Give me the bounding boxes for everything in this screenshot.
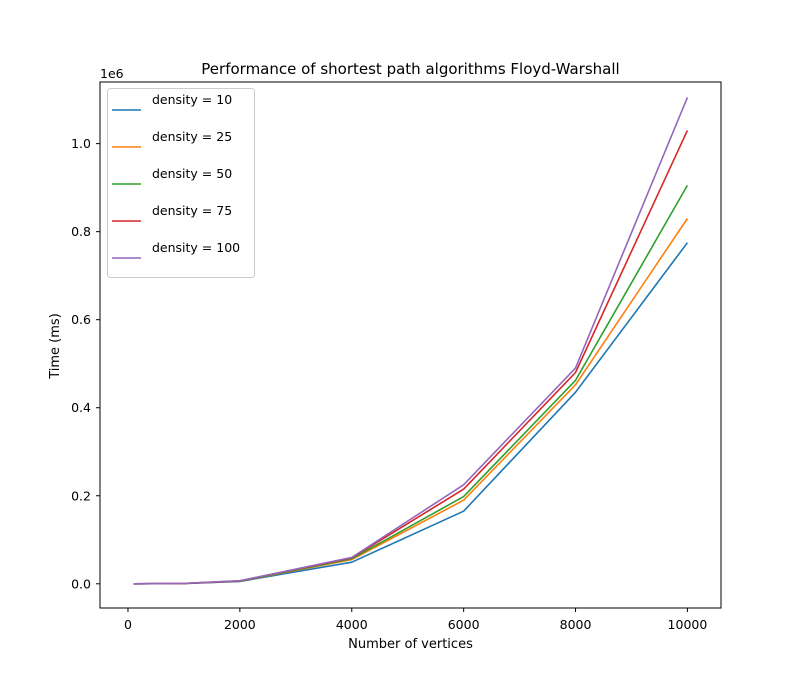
x-tick-label-4: 8000 bbox=[560, 617, 592, 632]
legend-box bbox=[107, 88, 255, 278]
x-tick-label-5: 10000 bbox=[668, 617, 708, 632]
axes-layer: 0 2000 4000 6000 8000 10000 0.0 0.2 0.4 0.6 0.8 1.0 bbox=[71, 81, 722, 632]
legend: density = 10 density = 25 density = 50 dens… bbox=[107, 88, 255, 278]
y-axis-label: Time (ms) bbox=[48, 313, 63, 380]
plot-frame bbox=[99, 81, 722, 609]
legend-label-1: density = 10 bbox=[152, 92, 232, 107]
y-tick-label-3: 0.6 bbox=[71, 312, 91, 327]
legend-label-3: density = 50 bbox=[152, 166, 232, 181]
x-tick-label-0: 0 bbox=[124, 617, 132, 632]
y-tick-label-1: 0.2 bbox=[71, 488, 91, 503]
legend-label-2: density = 25 bbox=[152, 129, 232, 144]
y-tick-label-5: 1.0 bbox=[71, 136, 91, 151]
legend-label-4: density = 75 bbox=[152, 203, 232, 218]
x-tick-label-3: 6000 bbox=[448, 617, 480, 632]
x-tick-label-2: 4000 bbox=[336, 617, 368, 632]
y-tick-label-2: 0.4 bbox=[71, 400, 91, 415]
y-tick-label-0: 0.0 bbox=[71, 576, 91, 591]
legend-label-5: density = 100 bbox=[152, 240, 240, 255]
y-tick-label-4: 0.8 bbox=[71, 224, 91, 239]
x-tick-label-1: 2000 bbox=[224, 617, 256, 632]
y-offset-label: 1e6 bbox=[100, 66, 124, 81]
series-line-5 bbox=[133, 97, 689, 585]
x-axis-label: Number of vertices bbox=[348, 637, 473, 652]
series-line-1 bbox=[133, 242, 689, 585]
chart-title: Performance of shortest path algorithms … bbox=[201, 60, 619, 78]
series-layer bbox=[133, 97, 689, 585]
